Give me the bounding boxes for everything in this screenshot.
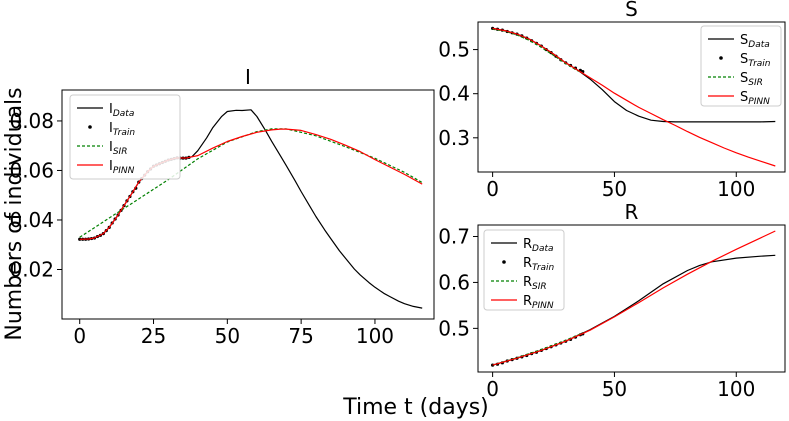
y-tick-label: 0.3 [438,126,470,150]
legend-label: SData [740,33,770,50]
x-tick-label: 50 [602,377,627,401]
legend-label: IPINN [109,159,135,176]
x-tick-label: 25 [141,324,166,348]
plot-frame [61,89,435,320]
y-tick-label: 0.5 [438,316,470,340]
y-tick-label: 0.7 [438,224,470,248]
x-tick-label: 75 [288,324,313,348]
plot-frame [477,224,786,373]
legend-label: SSIR [740,71,763,88]
series-s-sir-line [492,28,584,74]
panel-title: R [625,200,639,224]
y-tick-label: 0.6 [438,270,470,294]
panel-r: R 0 50 100 0.5 0.6 0.7 RData RTrain RSIR RPINN [438,200,786,401]
legend-label: SPINN [740,90,770,107]
legend-label: ISIR [109,140,127,157]
x-tick-label: 0 [486,177,499,201]
legend-marker [719,56,723,60]
legend-box [700,25,782,107]
x-axis-label: Time t (days) [342,395,489,420]
x-tick-label: 100 [717,177,755,201]
legend-label: RSIR [523,275,547,292]
legend-label: IData [109,102,134,119]
panel-s: S 0 50 100 0.3 0.4 0.5 SData STrain SSIR SPINN [438,0,786,201]
legend-marker [88,125,92,129]
series-i-pinn-line [79,128,423,240]
x-tick-label: 50 [602,177,627,201]
y-axis-label: Numbers of individuals [2,87,27,340]
x-tick-label: 0 [486,377,499,401]
y-tick-label: 0.5 [438,38,470,62]
legend-box [483,229,565,311]
legend-marker [502,260,506,264]
legend-label: STrain [740,52,771,69]
y-tick-label: 0.04 [9,208,54,232]
y-tick-label: 0.06 [9,158,54,182]
x-tick-label: 50 [215,324,240,348]
legend-label: RTrain [523,256,555,273]
legend-label: ITrain [109,121,135,138]
legend-label: RData [523,237,554,254]
panel-title: I [245,65,251,89]
x-tick-label: 0 [73,324,86,348]
series-r-pinn-line [492,230,776,366]
y-tick-label: 0.02 [9,257,54,281]
legend-box [69,94,181,180]
y-tick-label: 0.4 [438,82,470,106]
plot-frame [477,21,786,173]
x-tick-label: 100 [717,377,755,401]
series-s-pinn-line [492,27,776,167]
legend-label: RPINN [523,294,554,311]
x-tick-label: 100 [356,324,394,348]
panel-i: I 0 25 50 75 100 0.02 0.04 0.06 0.08 IData ITrain IS… [9,65,435,348]
panel-title: S [625,0,638,21]
y-tick-label: 0.08 [9,109,54,133]
